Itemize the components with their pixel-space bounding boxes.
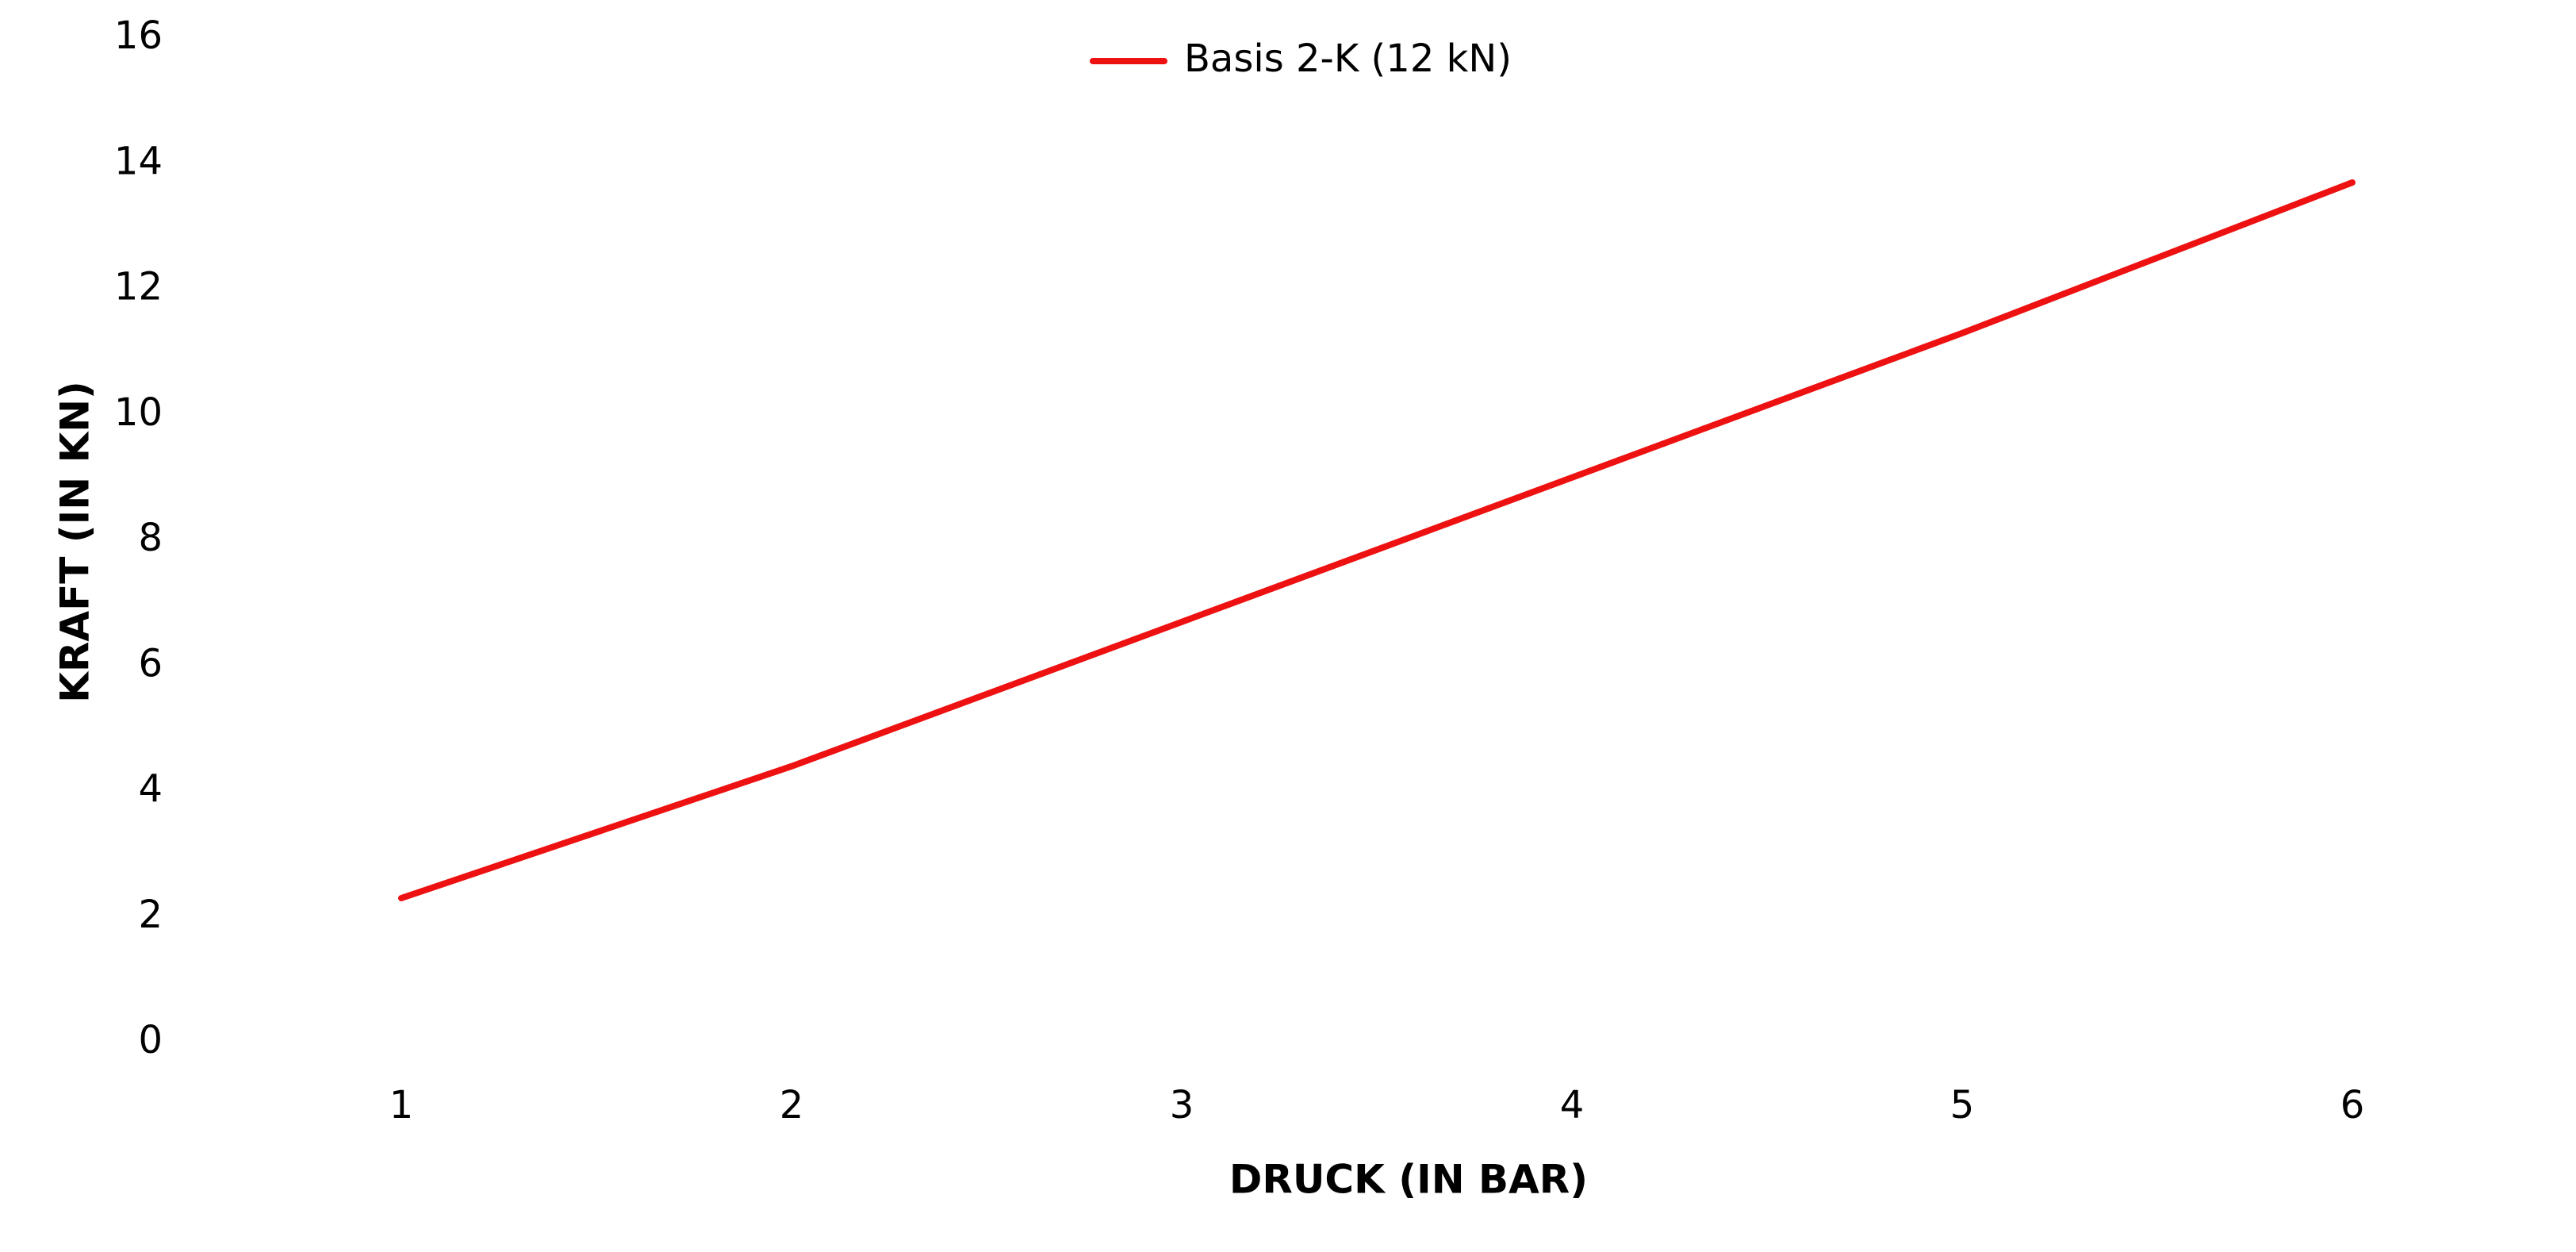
y-tick-label: 12 xyxy=(114,265,163,309)
x-axis-title: DRUCK (IN BAR) xyxy=(1229,1157,1588,1203)
x-tick-label: 6 xyxy=(2340,1083,2365,1127)
legend-label: Basis 2-K (12 kN) xyxy=(1184,36,1512,81)
y-tick-label: 2 xyxy=(138,893,163,937)
data-line xyxy=(398,179,2356,902)
y-tick-label: 16 xyxy=(114,13,163,58)
x-tick-label: 4 xyxy=(1560,1083,1585,1127)
y-tick-label: 10 xyxy=(114,390,163,435)
x-tick-label: 2 xyxy=(780,1083,804,1127)
y-tick-label: 14 xyxy=(114,139,163,183)
y-axis-title: KRAFT (IN KN) xyxy=(52,381,98,703)
y-tick-label: 4 xyxy=(138,767,163,812)
x-tick-label: 5 xyxy=(1950,1083,1975,1127)
y-tick-label: 6 xyxy=(138,641,163,686)
y-tick-label: 8 xyxy=(138,516,163,560)
x-tick-label: 3 xyxy=(1170,1083,1194,1127)
y-tick-label: 0 xyxy=(138,1018,163,1062)
x-tick-label: 1 xyxy=(389,1083,414,1127)
